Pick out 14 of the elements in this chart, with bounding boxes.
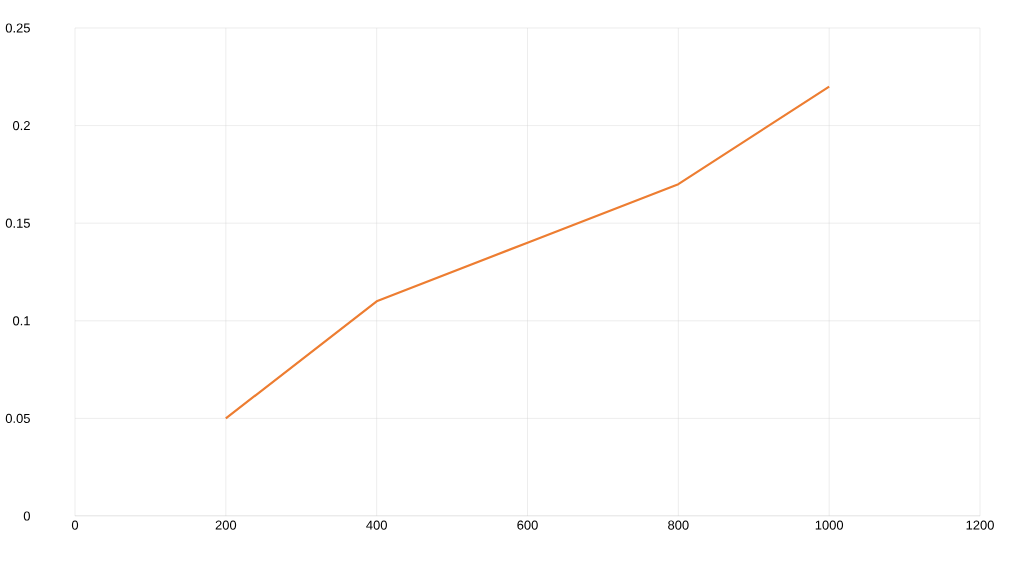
y-tick-label: 0.25 [5,23,30,33]
y-tick-label: 0.15 [5,218,30,228]
x-tick-label: 600 [517,520,538,530]
x-tick-label: 800 [668,520,689,530]
x-tick-label: 400 [366,520,387,530]
x-tick-label: 1000 [815,520,844,530]
x-tick-label: 1200 [966,520,994,530]
y-tick-label: 0.2 [12,121,30,131]
line-series [224,85,831,420]
x-tick-label: 200 [215,520,237,530]
x-tick-label: 0 [71,520,79,530]
y-tick-label: 0.05 [5,413,30,423]
y-tick-label: 0 [23,511,30,521]
y-tick-label: 0.1 [12,316,30,326]
